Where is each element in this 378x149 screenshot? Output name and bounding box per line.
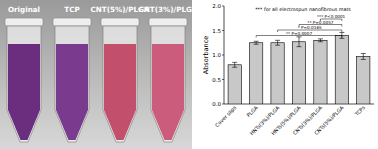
tube bbox=[7, 26, 41, 142]
bar bbox=[335, 35, 348, 104]
y-tick-label: 1.5 bbox=[212, 28, 221, 34]
bar bbox=[292, 42, 305, 104]
y-tick bbox=[222, 30, 224, 31]
error-cap bbox=[275, 45, 280, 46]
bar bbox=[357, 56, 370, 104]
error-cap bbox=[297, 36, 302, 37]
error-cap bbox=[361, 53, 366, 54]
error-bar bbox=[318, 39, 323, 42]
tube-liquid bbox=[56, 44, 88, 140]
significance-bracket: ** P=0.0057 bbox=[299, 20, 342, 27]
x-tick-label: Cover slips bbox=[214, 104, 239, 129]
tube-liquid bbox=[152, 44, 184, 140]
error-line bbox=[256, 41, 257, 44]
significance-bracket: *** P<0.0001 bbox=[317, 14, 346, 21]
annotation: * P=0.0165 bbox=[298, 25, 322, 30]
y-axis-label: Absorbance bbox=[202, 36, 210, 74]
error-cap bbox=[254, 41, 259, 42]
annotation: *** P<0.0001 bbox=[317, 14, 346, 19]
chart-background bbox=[192, 0, 378, 149]
error-line bbox=[363, 54, 364, 60]
error-cap bbox=[361, 59, 366, 60]
tube bbox=[103, 26, 137, 142]
annotation: ** P=0.0007 bbox=[286, 31, 313, 36]
error-cap bbox=[339, 38, 344, 39]
error-line bbox=[299, 37, 300, 47]
y-tick-label: 0.0 bbox=[212, 101, 221, 107]
tube-label: CNT(3%)/PLGA bbox=[139, 5, 198, 14]
error-bar bbox=[275, 40, 280, 45]
tube-cap bbox=[149, 18, 187, 26]
y-tick-label: 0.5 bbox=[212, 77, 221, 83]
photo-background bbox=[0, 0, 192, 149]
tube-label: Original bbox=[8, 5, 40, 14]
figure: OriginalTCPCNT(5%)/PLGACNT(3%)/PLGA0.00.… bbox=[0, 0, 378, 149]
error-cap bbox=[339, 32, 344, 33]
x-tick-label: TCPs bbox=[353, 104, 367, 118]
x-tick-label: PLGA bbox=[245, 104, 259, 118]
y-tick bbox=[222, 55, 224, 56]
annotation: *** for all electrospun nanofibrous mats bbox=[255, 7, 351, 12]
error-line bbox=[320, 39, 321, 42]
error-cap bbox=[254, 44, 259, 45]
bar bbox=[314, 40, 327, 104]
tube-cap bbox=[53, 18, 91, 26]
y-tick-label: 1.0 bbox=[212, 52, 221, 58]
y-tick-label: 2.0 bbox=[212, 3, 221, 9]
error-cap bbox=[318, 38, 323, 39]
significance-bracket: ** P=0.0007 bbox=[256, 31, 342, 38]
error-bar bbox=[361, 54, 366, 60]
y-tick bbox=[222, 79, 224, 80]
error-cap bbox=[318, 41, 323, 42]
error-line bbox=[277, 40, 278, 45]
tube-label: TCP bbox=[64, 5, 79, 14]
error-cap bbox=[297, 46, 302, 47]
bar bbox=[271, 43, 284, 104]
error-bar bbox=[232, 62, 237, 67]
error-cap bbox=[232, 67, 237, 68]
tube-liquid bbox=[8, 44, 40, 140]
tube bbox=[151, 26, 185, 142]
significance-bracket: * P=0.0165 bbox=[278, 25, 342, 32]
tube bbox=[55, 26, 89, 142]
error-cap bbox=[275, 40, 280, 41]
error-bar bbox=[297, 37, 302, 47]
tube-cap bbox=[101, 18, 139, 26]
bar bbox=[250, 43, 263, 104]
bar bbox=[228, 65, 241, 104]
tube-cap bbox=[5, 18, 43, 26]
x-tick-label: CNTs(5%)/PLGA bbox=[313, 104, 345, 136]
tube-liquid bbox=[104, 44, 136, 140]
bars bbox=[228, 32, 370, 104]
y-tick bbox=[222, 6, 224, 7]
error-line bbox=[234, 62, 235, 67]
error-bar bbox=[254, 41, 259, 44]
error-cap bbox=[232, 62, 237, 63]
y-tick bbox=[222, 104, 224, 105]
